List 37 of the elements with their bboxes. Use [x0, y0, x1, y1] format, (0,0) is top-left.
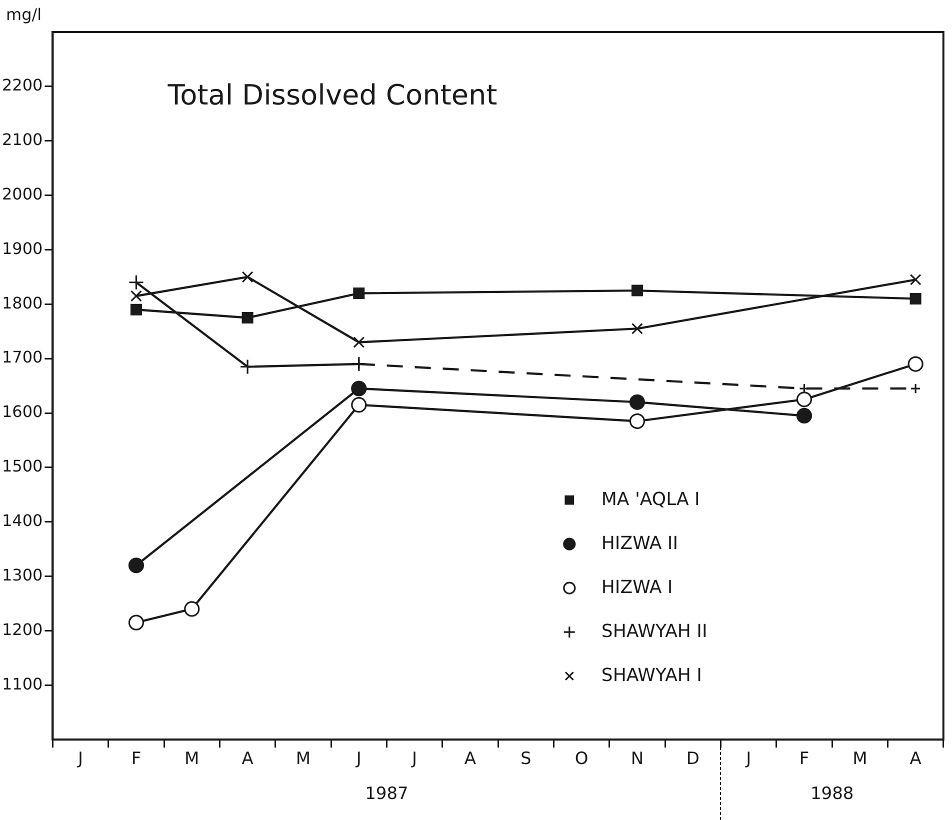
- x-tick-label: A: [464, 749, 476, 770]
- x-tick-label: J: [411, 749, 418, 770]
- x-tick-label: F: [131, 749, 142, 770]
- y-tick-label: 1100: [2, 674, 43, 694]
- x-tick-label: N: [630, 749, 644, 770]
- x-tick-label: D: [686, 749, 700, 770]
- x-tick-label: M: [184, 749, 200, 770]
- legend-label: HIZWA II: [601, 532, 678, 554]
- x-tick-label: A: [242, 749, 254, 770]
- y-tick-label: 1700: [2, 348, 43, 367]
- text: Total Dissolved Content: [166, 78, 498, 112]
- y-tick-label: 2000: [2, 184, 43, 204]
- x-tick-label: S: [520, 749, 532, 770]
- x-tick-label: F: [799, 749, 810, 770]
- legend-label: SHAWYAH II: [601, 620, 708, 642]
- y-tick-label: 2100: [2, 130, 43, 150]
- y-tick-label: 2200: [2, 76, 43, 95]
- y-tick-label: 1200: [2, 620, 43, 639]
- legend-label: SHAWYAH I: [601, 664, 702, 686]
- y-tick-label: 1400: [2, 511, 43, 530]
- legend-label: HIZWA I: [601, 576, 673, 598]
- text: 1988: [810, 784, 854, 804]
- x-tick-label: J: [77, 749, 84, 770]
- y-tick-label: 1500: [2, 456, 43, 476]
- x-tick-label: M: [852, 749, 868, 770]
- x-tick-label: M: [296, 749, 311, 770]
- x-tick-label: O: [574, 749, 588, 770]
- x-tick-label: J: [745, 749, 752, 770]
- y-tick-label: 1300: [2, 565, 43, 584]
- y-axis-title: mg/l: [6, 5, 42, 24]
- text: 1987: [365, 784, 408, 804]
- x-tick-label: J: [355, 749, 362, 770]
- x-tick-label: A: [910, 749, 922, 770]
- y-tick-label: 1800: [2, 293, 43, 312]
- y-tick-label: 1900: [2, 238, 43, 258]
- y-tick-label: 1600: [2, 402, 43, 422]
- legend-label: MA 'AQLA I: [601, 488, 700, 510]
